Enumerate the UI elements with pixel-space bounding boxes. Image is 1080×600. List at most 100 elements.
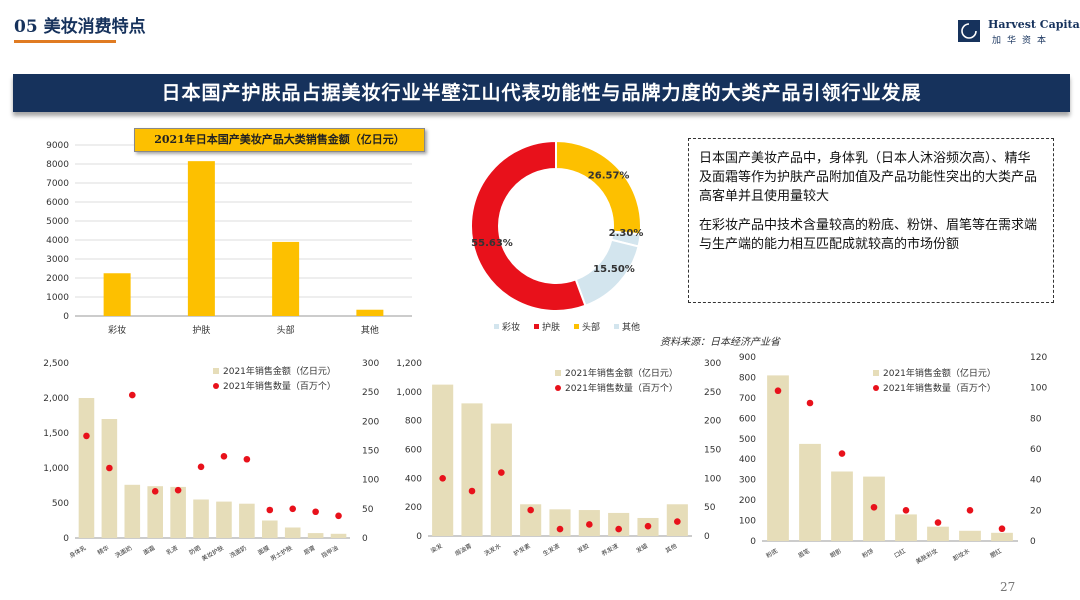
makeup-xtick: 男士护肤	[269, 544, 294, 563]
hair-y2tick: 150	[704, 446, 721, 456]
makeup-bar	[124, 484, 141, 538]
makeup-dot	[151, 488, 159, 495]
cosmetics-xtick: 口红	[893, 547, 907, 560]
top-chart-bar	[272, 241, 300, 316]
top-chart-ytick: 6000	[46, 198, 69, 208]
hair-bar	[432, 384, 454, 536]
cosmetics-dot	[934, 519, 942, 526]
donut-slice	[470, 139, 587, 312]
hair-legend-swatch	[555, 370, 561, 376]
top-chart-ytick: 2000	[46, 274, 69, 284]
makeup-dot	[197, 463, 205, 471]
cosmetics-xtick: 美肤彩妆	[914, 547, 939, 566]
cosmetics-xtick: 眉笔	[797, 547, 811, 560]
donut-legend-swatch	[574, 324, 579, 329]
makeup-bar	[170, 486, 186, 538]
hair-xtick: 生发液	[541, 542, 561, 558]
makeup-ytick: 1,500	[43, 429, 69, 439]
cosmetics-dot	[774, 387, 782, 395]
makeup-ytick: 500	[52, 499, 69, 509]
makeup-xtick: 身体乳	[68, 544, 88, 560]
makeup-bar	[330, 533, 347, 538]
cosmetics-xtick: 粉饼	[861, 547, 875, 560]
hair-xtick: 护发素	[512, 542, 532, 558]
hair-y2tick: 50	[704, 503, 716, 513]
hair-ytick: 0	[416, 532, 422, 542]
top-chart-ytick: 3000	[46, 255, 69, 265]
hair-bar	[461, 403, 483, 536]
makeup-bar	[78, 398, 95, 538]
hair-xtick: 焗油膏	[453, 542, 473, 558]
top-chart-ytick: 0	[63, 312, 69, 322]
cosmetics-ytick: 900	[739, 353, 756, 363]
hair-dot	[439, 475, 446, 482]
top-chart-bar	[356, 309, 384, 316]
top-chart-ytick: 5000	[46, 217, 69, 227]
hair-ytick: 600	[405, 446, 422, 456]
makeup-dot	[106, 464, 113, 472]
makeup-bar	[216, 501, 232, 538]
cosmetics-ytick: 300	[739, 476, 756, 486]
makeup-legend-swatch	[213, 368, 219, 374]
makeup-xtick: 乳液	[165, 544, 179, 557]
makeup-dot	[335, 512, 342, 520]
cosmetics-dot	[966, 507, 974, 514]
section-title: 05 美妆消费特点	[14, 17, 146, 37]
hair-bar	[490, 423, 512, 536]
hair-dot	[615, 525, 622, 533]
cosmetics-bar	[895, 514, 917, 541]
cosmetics-xtick: 卸妆水	[951, 547, 971, 563]
hair-xtick: 染发	[429, 542, 443, 555]
top-chart-ytick: 4000	[46, 236, 69, 246]
banner-text: 日本国产护肤品占据美妆行业半壁江山代表功能性与品牌力度的大类产品引领行业发展	[161, 82, 922, 104]
cosmetics-legend-label: 2021年销售金额（亿日元）	[883, 367, 996, 379]
makeup-xtick: 指甲油	[320, 544, 340, 560]
cosmetics-bar	[927, 526, 949, 541]
top-chart-title: 2021年日本国产美妆产品大类销售金额（亿日元）	[134, 128, 425, 152]
donut-label: 15.50%	[593, 264, 635, 275]
makeup-dot	[128, 391, 136, 399]
hair-ytick: 200	[405, 503, 422, 513]
hair-dot	[674, 518, 681, 525]
cosmetics-xtick: 腮红	[989, 547, 1003, 560]
makeup-ytick: 0	[63, 534, 69, 544]
hair-y2tick: 300	[704, 359, 721, 369]
makeup-bar	[193, 499, 209, 538]
cosmetics-y2tick: 60	[1030, 445, 1042, 455]
donut-slice	[555, 139, 642, 236]
cosmetics-ytick: 600	[739, 414, 756, 424]
makeup-y2tick: 150	[362, 447, 379, 457]
makeup-xtick: 面霜	[142, 545, 156, 557]
hair-dot	[468, 487, 476, 495]
cosmetics-ytick: 800	[739, 373, 756, 383]
donut-label: 2.30%	[609, 228, 644, 239]
hair-legend-label: 2021年销售数量（百万个）	[565, 382, 678, 394]
hair-dot	[644, 522, 652, 530]
cosmetics-bar	[959, 530, 981, 541]
donut-label: 26.57%	[588, 170, 630, 181]
makeup-y2tick: 0	[362, 534, 368, 544]
info-paragraph-1: 日本国产美妆产品中，身体乳（日本人沐浴频次高）、精华及面霜等作为护肤产品附加值及…	[699, 151, 1038, 204]
cosmetics-dot	[998, 525, 1006, 533]
cosmetics-ytick: 500	[739, 435, 756, 445]
top-chart-bar	[103, 273, 131, 316]
hair-xtick: 其他	[664, 542, 678, 555]
makeup-xtick: 面膜	[256, 544, 270, 557]
makeup-legend-label: 2021年销售数量（百万个）	[223, 380, 336, 392]
makeup-dot	[266, 506, 274, 514]
cosmetics-ytick: 100	[739, 517, 756, 527]
top-chart-xtick: 其他	[361, 324, 379, 336]
cosmetics-dot	[838, 450, 846, 457]
hair-bar	[549, 509, 571, 536]
makeup-xtick: 洗面奶	[228, 544, 248, 560]
top-chart-ytick: 9000	[46, 141, 69, 151]
info-box: 日本国产美妆产品中，身体乳（日本人沐浴频次高）、精华及面霜等作为护肤产品附加值及…	[688, 138, 1054, 303]
cosmetics-y2tick: 40	[1030, 476, 1042, 486]
top-chart-ytick: 8000	[46, 160, 69, 170]
hair-dot	[527, 506, 534, 514]
hair-ytick: 1,200	[396, 359, 422, 369]
cosmetics-dot	[806, 399, 814, 407]
donut-legend-label: 头部	[582, 321, 600, 333]
title-banner: 日本国产护肤品占据美妆行业半壁江山代表功能性与品牌力度的大类产品引领行业发展	[13, 74, 1070, 112]
